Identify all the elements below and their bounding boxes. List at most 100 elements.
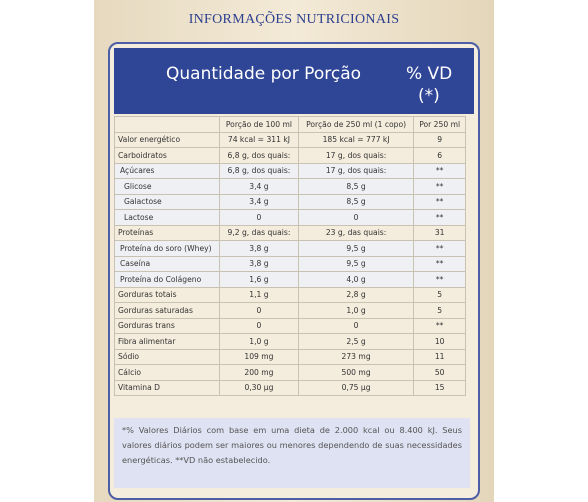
value-cell: 0 xyxy=(219,317,299,334)
value-cell: ** xyxy=(413,162,466,179)
corner-cell xyxy=(114,116,220,133)
value-cell: 6,8 g, dos quais: xyxy=(219,162,299,179)
value-cell: 9 xyxy=(413,131,466,148)
table-row: Carboidratos 6,8 g, dos quais: 17 g, dos q… xyxy=(114,147,466,164)
nutrient-name: Sódio xyxy=(114,348,220,365)
column-header: Por 250 ml xyxy=(413,116,466,133)
value-cell: 6,8 g, dos quais: xyxy=(219,147,299,164)
nutrient-name: Proteína do Colágeno xyxy=(114,271,220,288)
value-cell: 31 xyxy=(413,224,466,241)
value-cell: ** xyxy=(413,255,466,272)
value-cell: 50 xyxy=(413,364,466,381)
table-row: Proteína do soro (Whey) 3,8 g 9,5 g ** xyxy=(114,240,466,257)
value-cell: ** xyxy=(413,317,466,334)
nutrient-name: Fibra alimentar xyxy=(114,333,220,350)
nutrient-name: Valor energético xyxy=(114,131,220,148)
nutrient-name: Vitamina D xyxy=(114,379,220,396)
value-cell: 0,30 µg xyxy=(219,379,299,396)
value-cell: ** xyxy=(413,209,466,226)
table-row: Galactose 3,4 g 8,5 g ** xyxy=(114,193,466,210)
vd-note: (*) xyxy=(418,86,440,106)
table-row: Valor energético 74 kcal = 311 kJ 185 kcal… xyxy=(114,131,466,148)
nutrient-name: Gorduras totais xyxy=(114,286,220,303)
value-cell: 185 kcal = 777 kJ xyxy=(297,131,415,148)
nutrient-name: Lactose xyxy=(114,209,220,226)
nutrient-name: Galactose xyxy=(114,193,220,210)
value-cell: 273 mg xyxy=(297,348,415,365)
value-cell: 0 xyxy=(297,317,415,334)
value-cell: 5 xyxy=(413,302,466,319)
nutrition-table: Porção de 100 ml Porção de 250 ml (1 copo… xyxy=(114,116,466,396)
nutrient-name: Glicose xyxy=(114,178,220,195)
value-cell: 17 g, dos quais: xyxy=(297,147,415,164)
vd-heading: % VD xyxy=(406,64,453,84)
value-cell: 9,5 g xyxy=(297,240,415,257)
title: INFORMAÇÕES NUTRICIONAIS xyxy=(188,12,400,27)
value-cell: 11 xyxy=(413,348,466,365)
nutrient-name: Caseína xyxy=(114,255,220,272)
nutrient-name: Proteína do soro (Whey) xyxy=(114,240,220,257)
nutrition-box: Quantidade por Porção % VD (*) Porção de… xyxy=(108,42,480,500)
nutrient-name: Cálcio xyxy=(114,364,220,381)
value-cell: 10 xyxy=(413,333,466,350)
nutrient-name: Carboidratos xyxy=(114,147,220,164)
value-cell: ** xyxy=(413,178,466,195)
table-row: Vitamina D 0,30 µg 0,75 µg 15 xyxy=(114,379,466,396)
table-row: Cálcio 200 mg 500 mg 50 xyxy=(114,364,466,381)
table-row: Glicose 3,4 g 8,5 g ** xyxy=(114,178,466,195)
value-cell: 6 xyxy=(413,147,466,164)
value-cell: 109 mg xyxy=(219,348,299,365)
nutrient-name: Gorduras saturadas xyxy=(114,302,220,319)
value-cell: 3,8 g xyxy=(219,255,299,272)
value-cell: 1,0 g xyxy=(297,302,415,319)
table-row: Proteína do Colágeno 1,6 g 4,0 g ** xyxy=(114,271,466,288)
value-cell: 0 xyxy=(297,209,415,226)
table-row: Proteínas 9,2 g, das quais: 23 g, das quai… xyxy=(114,224,466,241)
value-cell: 17 g, dos quais: xyxy=(297,162,415,179)
value-cell: ** xyxy=(413,271,466,288)
value-cell: 5 xyxy=(413,286,466,303)
value-cell: 1,0 g xyxy=(219,333,299,350)
value-cell: 2,5 g xyxy=(297,333,415,350)
table-row: Fibra alimentar 1,0 g 2,5 g 10 xyxy=(114,333,466,350)
column-header: Porção de 250 ml (1 copo) xyxy=(297,116,415,133)
column-header: Porção de 100 ml xyxy=(219,116,299,133)
value-cell: 500 mg xyxy=(297,364,415,381)
value-cell: 1,1 g xyxy=(219,286,299,303)
table-row: Caseína 3,8 g 9,5 g ** xyxy=(114,255,466,272)
value-cell: 3,8 g xyxy=(219,240,299,257)
value-cell: 8,5 g xyxy=(297,193,415,210)
value-cell: 200 mg xyxy=(219,364,299,381)
value-cell: 3,4 g xyxy=(219,178,299,195)
value-cell: ** xyxy=(413,193,466,210)
table-row: Gorduras trans 0 0 ** xyxy=(114,317,466,334)
header-row: Porção de 100 ml Porção de 250 ml (1 copo… xyxy=(114,116,466,133)
value-cell: ** xyxy=(413,240,466,257)
value-cell: 1,6 g xyxy=(219,271,299,288)
value-cell: 15 xyxy=(413,379,466,396)
value-cell: 8,5 g xyxy=(297,178,415,195)
value-cell: 9,5 g xyxy=(297,255,415,272)
table-row: Sódio 109 mg 273 mg 11 xyxy=(114,348,466,365)
value-cell: 0,75 µg xyxy=(297,379,415,396)
panel: INFORMAÇÕES NUTRICIONAIS Quantidade por … xyxy=(94,0,494,502)
value-cell: 0 xyxy=(219,302,299,319)
value-cell: 3,4 g xyxy=(219,193,299,210)
table-row: Açúcares 6,8 g, dos quais: 17 g, dos quais… xyxy=(114,162,466,179)
nutrient-name: Gorduras trans xyxy=(114,317,220,334)
table-row: Lactose 0 0 ** xyxy=(114,209,466,226)
value-cell: 74 kcal = 311 kJ xyxy=(219,131,299,148)
nutrient-name: Açúcares xyxy=(114,162,220,179)
footnote: *% Valores Diários com base em uma dieta… xyxy=(114,418,470,488)
value-cell: 9,2 g, das quais: xyxy=(219,224,299,241)
value-cell: 2,8 g xyxy=(297,286,415,303)
portion-heading: Quantidade por Porção xyxy=(166,64,362,84)
nutrient-name: Proteínas xyxy=(114,224,220,241)
value-cell: 23 g, das quais: xyxy=(297,224,415,241)
header-band: Quantidade por Porção % VD (*) xyxy=(114,48,474,114)
value-cell: 4,0 g xyxy=(297,271,415,288)
value-cell: 0 xyxy=(219,209,299,226)
